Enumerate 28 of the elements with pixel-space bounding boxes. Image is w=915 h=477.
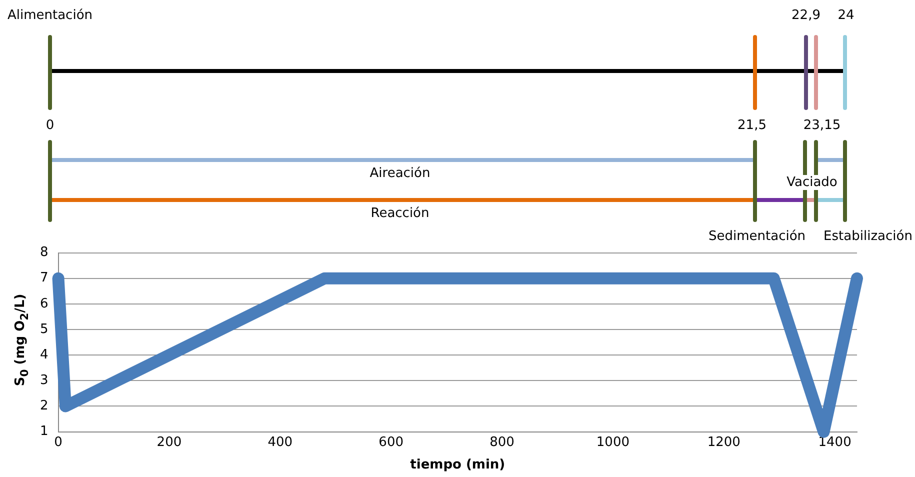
x-tick-label: 1200: [707, 434, 740, 450]
y-tick-label: 4: [40, 347, 48, 362]
text: Alimentación: [7, 8, 93, 23]
text: Estabilización: [824, 229, 912, 244]
text: Vaciado: [786, 175, 838, 190]
text: Reacción: [370, 206, 430, 221]
x-tick-label: 1000: [596, 434, 630, 450]
x-tick-label: 400: [268, 434, 293, 450]
text: 0: [46, 118, 54, 133]
y-tick-label: 7: [40, 270, 48, 286]
y-tick-label: 3: [40, 373, 48, 388]
y-tick-label: 6: [40, 296, 48, 312]
y-tick-label: 1: [40, 424, 48, 440]
text: Aireación: [370, 166, 430, 181]
x-tick-label: 0: [54, 434, 62, 450]
y-tick-label: 8: [40, 245, 48, 260]
text: 23,15: [803, 118, 841, 133]
x-axis-title: tiempo (min): [410, 458, 506, 473]
text: 22,9: [792, 8, 820, 23]
x-tick-label: 1400: [818, 434, 852, 450]
text: 24: [838, 8, 854, 23]
y-tick-label: 5: [40, 322, 48, 337]
x-tick-label: 800: [490, 434, 514, 450]
text: 21,5: [738, 118, 766, 133]
y-tick-label: 2: [40, 398, 48, 414]
x-tick-label: 200: [156, 434, 182, 450]
x-tick-label: 600: [378, 434, 404, 450]
text: Sedimentación: [708, 229, 806, 244]
